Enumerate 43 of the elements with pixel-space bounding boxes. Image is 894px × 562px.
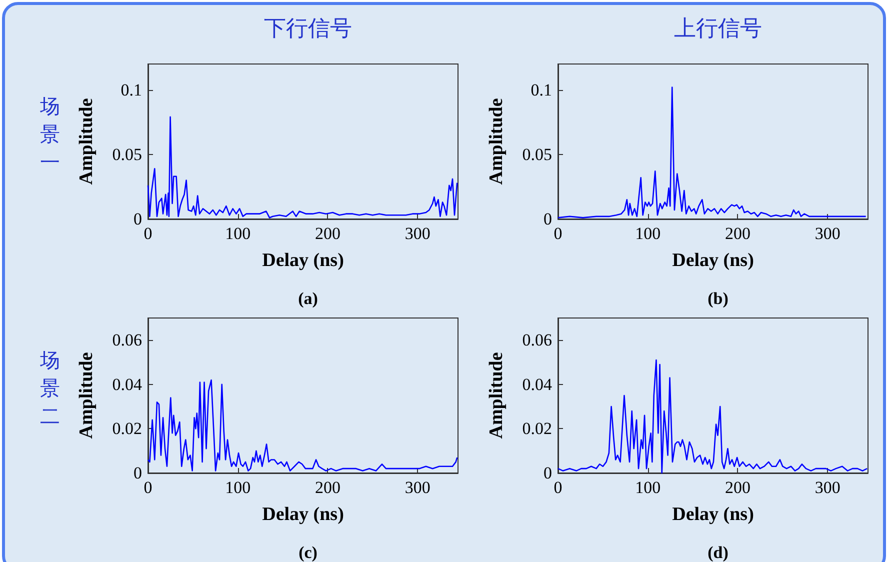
y-tick-label: 0.05 bbox=[522, 144, 552, 164]
line-series bbox=[147, 379, 458, 472]
x-tick-label: 300 bbox=[404, 224, 430, 243]
x-tick-label: 300 bbox=[814, 478, 840, 497]
text: (d) bbox=[708, 543, 728, 562]
y-tick-label: 0.06 bbox=[522, 330, 552, 350]
y-tick-label: 0.1 bbox=[530, 80, 552, 100]
y-tick-label: 0.04 bbox=[112, 374, 142, 394]
y-tick-label: 0.1 bbox=[120, 80, 142, 100]
x-tick-label: 100 bbox=[225, 478, 251, 497]
y-tick-label: 0.04 bbox=[522, 374, 552, 394]
y-tick-label: 0.06 bbox=[112, 330, 142, 350]
x-tick-label: 100 bbox=[225, 224, 251, 243]
chart-title: 上行信号 bbox=[674, 16, 762, 40]
x-tick-label: 200 bbox=[314, 224, 340, 243]
text: (b) bbox=[708, 289, 728, 308]
y-tick-label: 0 bbox=[134, 464, 142, 482]
x-tick-label: 200 bbox=[314, 478, 340, 497]
chart-title: 下行信号 bbox=[264, 16, 352, 40]
x-tick-label: 300 bbox=[814, 224, 840, 243]
x-tick-label: 200 bbox=[724, 224, 750, 243]
y-axis-title: Amplitude bbox=[76, 352, 97, 439]
y-tick-label: 0 bbox=[544, 464, 552, 482]
y-tick-label: 0.05 bbox=[112, 144, 142, 164]
x-axis-title: Delay (ns) bbox=[262, 250, 344, 271]
y-tick-label: 0 bbox=[544, 210, 552, 228]
text: (c) bbox=[298, 543, 318, 562]
y-tick-label: 0 bbox=[134, 210, 142, 228]
x-axis-title: Delay (ns) bbox=[672, 504, 754, 525]
x-tick-label: 300 bbox=[404, 478, 430, 497]
x-axis-title: Delay (ns) bbox=[262, 504, 344, 525]
text: 场景二 bbox=[40, 347, 61, 430]
text: (a) bbox=[298, 289, 318, 308]
x-tick-label: 100 bbox=[635, 224, 661, 243]
y-tick-label: 0.02 bbox=[112, 419, 142, 438]
x-tick-label: 100 bbox=[635, 478, 661, 497]
y-axis-title: Amplitude bbox=[486, 98, 507, 185]
x-tick-label: 200 bbox=[724, 478, 750, 497]
y-axis-title: Amplitude bbox=[76, 98, 97, 185]
y-tick-label: 0.02 bbox=[522, 419, 552, 438]
text: 场景一 bbox=[40, 93, 61, 176]
x-axis-title: Delay (ns) bbox=[672, 250, 754, 271]
y-axis-title: Amplitude bbox=[486, 352, 507, 439]
